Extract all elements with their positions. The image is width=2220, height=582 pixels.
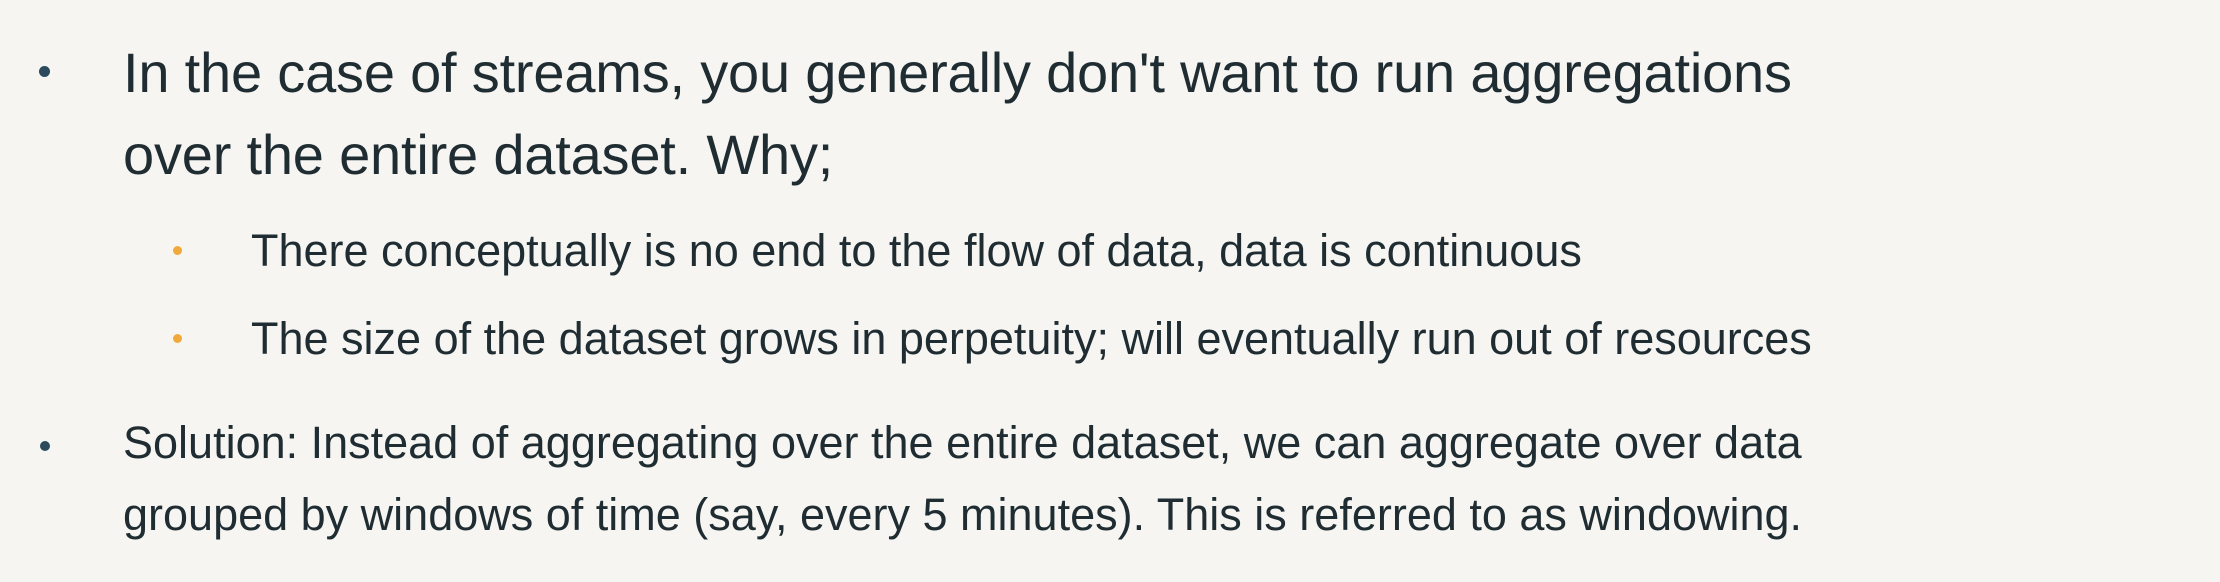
bullet-text-line: over the entire dataset. Why;	[123, 123, 834, 186]
sub-bullet-text: The size of the dataset grows in perpetu…	[251, 313, 1812, 364]
bullet-text-line: In the case of streams, you generally do…	[123, 41, 1792, 104]
secondary-bullet-icon	[173, 334, 182, 343]
secondary-bullet-icon	[173, 246, 182, 255]
bullet-text-line: Solution: Instead of aggregating over th…	[123, 417, 1802, 468]
sub-bullet-text: There conceptually is no end to the flow…	[251, 225, 1582, 276]
bullet-text: In the case of streams, you generally do…	[123, 32, 1792, 196]
bullet-text-line: grouped by windows of time (say, every 5…	[123, 489, 1803, 540]
bullet-text: Solution: Instead of aggregating over th…	[123, 407, 1802, 551]
primary-bullet-icon	[40, 441, 50, 451]
primary-bullet-icon	[39, 66, 50, 77]
